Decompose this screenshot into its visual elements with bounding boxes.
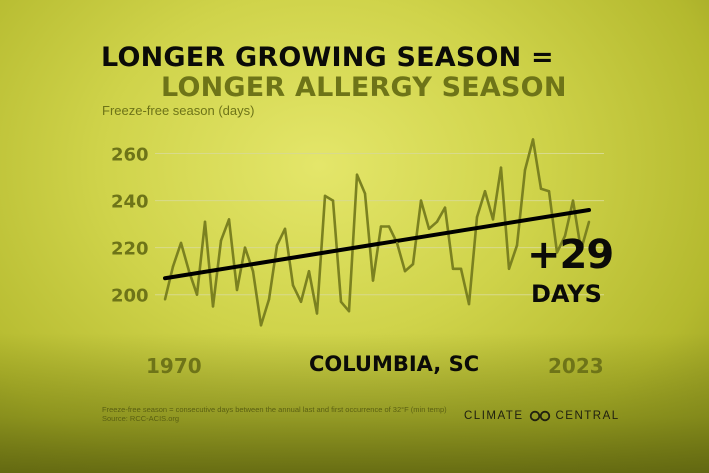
data-point-1990 [323, 194, 327, 198]
data-point-2021 [571, 199, 575, 202]
data-point-1992 [339, 300, 343, 303]
trend-line [163, 208, 591, 281]
chart-title-line2: LONGER ALLERGY SEASON [161, 72, 567, 103]
data-point-1985 [283, 227, 287, 231]
footnote: Freeze-free season = consecutive days be… [102, 405, 447, 414]
data-point-2022 [579, 248, 583, 252]
data-point-2007 [459, 267, 463, 271]
data-point-2000 [403, 269, 407, 273]
infinity-icon [529, 410, 550, 422]
data-point-2019 [555, 251, 559, 254]
y-tick-260: 260 [111, 145, 149, 166]
data-point-1979 [235, 288, 239, 292]
data-point-1999 [395, 241, 399, 245]
trend-increase-unit: DAYS [531, 280, 602, 308]
data-point-2009 [475, 215, 479, 219]
data-point-1970 [163, 298, 167, 301]
y-axis-label: Freeze-free season (days) [102, 103, 255, 118]
data-point-2023 [587, 220, 591, 223]
source-note: Source: RCC-ACIS.org [102, 414, 180, 423]
data-point-1996 [371, 279, 375, 282]
data-point-1994 [355, 173, 359, 176]
freeze-free-season-line [163, 138, 591, 327]
data-point-1974 [195, 293, 199, 296]
data-point-1984 [275, 244, 279, 247]
data-point-1972 [179, 241, 183, 245]
logo-text-right: CENTRAL [555, 410, 620, 422]
data-point-2017 [539, 187, 543, 191]
data-point-1971 [171, 265, 175, 268]
logo-text-left: CLIMATE [464, 410, 524, 422]
x-tick-end: 2023 [548, 354, 604, 378]
data-point-2005 [443, 206, 447, 209]
data-point-1991 [331, 199, 335, 202]
data-point-1995 [363, 192, 367, 195]
data-point-2016 [531, 138, 535, 141]
y-tick-200: 200 [111, 286, 149, 307]
y-tick-240: 240 [111, 192, 149, 213]
grass-background [0, 333, 709, 473]
data-point-2004 [435, 220, 439, 223]
data-point-1998 [387, 225, 391, 228]
data-point-1973 [187, 269, 191, 273]
data-point-1976 [211, 305, 215, 308]
data-point-1993 [347, 309, 351, 313]
data-point-2010 [483, 189, 487, 193]
data-point-2014 [515, 244, 519, 247]
data-point-2020 [563, 234, 567, 238]
data-point-1977 [219, 239, 223, 242]
data-point-1978 [227, 218, 231, 221]
x-tick-start: 1970 [146, 354, 202, 378]
y-tick-220: 220 [111, 239, 149, 260]
trend-increase-value: +29 [527, 232, 614, 278]
location-label: COLUMBIA, SC [309, 352, 480, 376]
data-point-2008 [467, 302, 471, 306]
data-point-2003 [427, 227, 431, 231]
data-point-2006 [451, 267, 455, 271]
data-point-1982 [259, 324, 263, 327]
data-point-1980 [243, 246, 247, 249]
data-point-2015 [523, 168, 527, 172]
data-point-2018 [547, 189, 551, 193]
data-point-2013 [507, 267, 511, 271]
data-point-1988 [307, 269, 311, 273]
data-point-1987 [299, 300, 303, 303]
data-point-1975 [203, 220, 207, 223]
data-point-1989 [315, 312, 319, 315]
climate-central-logo: CLIMATE CENTRAL [464, 410, 620, 422]
data-point-1983 [267, 298, 271, 301]
data-point-2011 [491, 218, 495, 221]
data-point-2002 [419, 199, 423, 202]
chart-title-line1: LONGER GROWING SEASON = [101, 42, 554, 73]
data-point-2001 [411, 262, 415, 266]
data-point-2012 [499, 166, 503, 169]
data-point-1981 [251, 269, 255, 273]
data-point-1986 [291, 284, 295, 287]
data-point-1997 [379, 225, 383, 228]
